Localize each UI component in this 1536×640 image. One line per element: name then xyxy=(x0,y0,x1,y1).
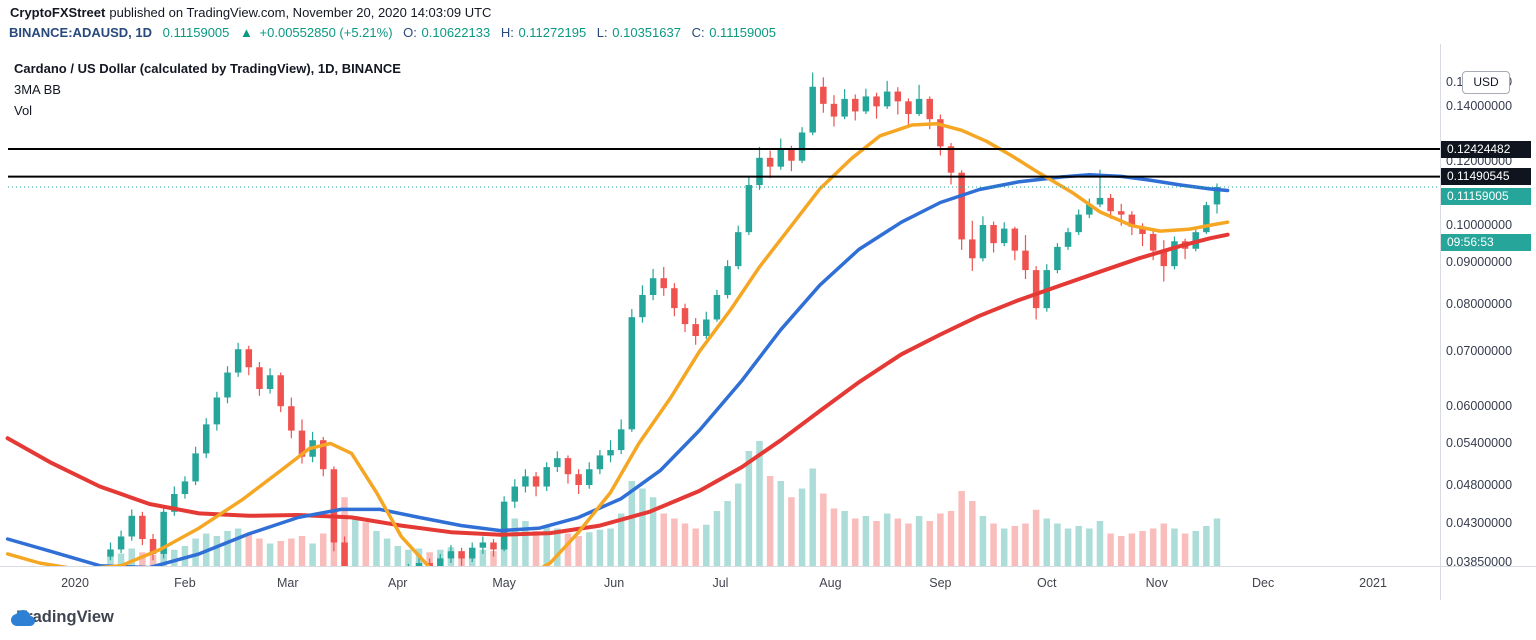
time-axis-label: Apr xyxy=(388,576,408,590)
chart-title: Cardano / US Dollar (calculated by Tradi… xyxy=(14,61,401,76)
ma-line-slow-red xyxy=(5,232,1230,537)
price-axis-label: 0.07000000 xyxy=(1446,344,1513,359)
symbol-text: BINANCE:ADAUSD, 1D xyxy=(9,25,153,40)
time-axis-label: Nov xyxy=(1145,576,1168,590)
quote-line: BINANCE:ADAUSD, 1D 0.11159005 ▲ +0.00552… xyxy=(9,25,783,40)
currency-toggle-button[interactable]: USD xyxy=(1462,71,1510,95)
price-axis-label: 0.06000000 xyxy=(1446,398,1513,413)
tradingview-cloud-icon xyxy=(11,610,35,626)
moving-averages xyxy=(5,121,1230,566)
time-axis-label: 2021 xyxy=(1359,576,1387,590)
low-value: 0.10351637 xyxy=(612,25,681,40)
high-label: H: xyxy=(500,25,514,40)
line-price-label: 0.11490545 xyxy=(1441,168,1531,186)
open-label: O: xyxy=(403,25,417,40)
time-axis-label: Sep xyxy=(929,576,952,590)
time-axis-label: Jul xyxy=(712,576,729,590)
time-axis-label: Oct xyxy=(1037,576,1057,590)
time-axis-label: Feb xyxy=(174,576,196,590)
price-axis-label: 0.09000000 xyxy=(1446,255,1513,270)
publish-text: published on TradingView.com, November 2… xyxy=(109,5,492,20)
time-axis-label: 2020 xyxy=(61,576,89,590)
bar-countdown-label: 09:56:53 xyxy=(1441,234,1531,251)
change-value: +0.00552850 (+5.21%) xyxy=(259,25,393,40)
line-price-label: 0.12424482 xyxy=(1441,140,1531,158)
ma-line-fast-yellow xyxy=(5,121,1230,566)
time-axis-label: Aug xyxy=(819,576,842,590)
time-axis-label: Dec xyxy=(1251,576,1275,590)
price-axis-label: 0.08000000 xyxy=(1446,297,1513,312)
price-axis-label: 0.03850000 xyxy=(1446,555,1513,570)
last-price-label: 0.11159005 xyxy=(1441,188,1531,205)
time-axis-label: May xyxy=(492,576,516,590)
publish-line: CryptoFXStreet published on TradingView.c… xyxy=(10,5,491,20)
price-axis-label: 0.10000000 xyxy=(1446,218,1513,233)
open-value: 0.10622133 xyxy=(421,25,491,40)
up-arrow-icon: ▲ xyxy=(240,25,253,40)
price-axis-label: 0.14000000 xyxy=(1446,99,1513,114)
volume-legend: Vol xyxy=(14,103,33,118)
brand-name: TradingView xyxy=(17,608,114,626)
price-axis-label: 0.04300000 xyxy=(1446,516,1513,531)
close-value: 0.11159005 xyxy=(709,25,776,40)
price-axis-label: 0.04800000 xyxy=(1446,477,1513,492)
price-axis-label: 0.05400000 xyxy=(1446,435,1513,450)
high-value: 0.11272195 xyxy=(518,25,587,40)
footer-logo: TradingView xyxy=(10,608,114,627)
ma-line-mid-blue xyxy=(5,173,1230,566)
indicator-legend: 3MA BB xyxy=(14,82,61,97)
price-levels xyxy=(8,148,1440,188)
chart-legend: Cardano / US Dollar (calculated by Tradi… xyxy=(14,58,401,121)
author-name: CryptoFXStreet xyxy=(10,5,106,20)
close-label: C: xyxy=(691,25,705,40)
last-price-value: 0.11159005 xyxy=(162,25,230,40)
time-axis-label: Jun xyxy=(604,576,625,590)
volume-bars xyxy=(107,441,1221,566)
low-label: L: xyxy=(596,25,608,40)
time-axis-label: Mar xyxy=(277,576,299,590)
